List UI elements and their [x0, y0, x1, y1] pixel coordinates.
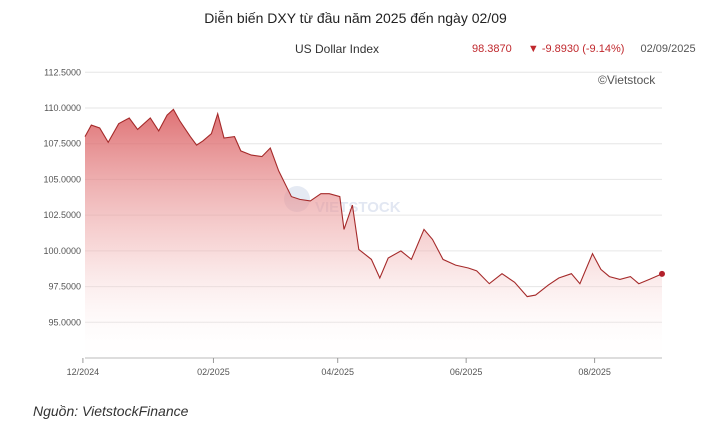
x-tick-label: 06/2025 [450, 367, 483, 377]
y-tick-label: 105.0000 [43, 174, 81, 184]
last-value: 98.3870 [472, 43, 512, 55]
y-tick-label: 110.0000 [44, 103, 81, 113]
x-tick-label: 12/2024 [67, 367, 100, 377]
y-tick-label: 97.5000 [48, 282, 81, 292]
quote-date: 02/09/2025 [640, 43, 696, 55]
x-tick-label: 02/2025 [197, 367, 230, 377]
y-tick-label: 100.0000 [43, 246, 81, 256]
y-axis: 95.0000 97.5000 100.0000 102.5000 105.0000 10… [43, 67, 81, 327]
chart-credit: ©Vietstock [598, 73, 656, 87]
area-fill [85, 109, 662, 359]
series-line [84, 108, 663, 298]
change-down-icon: ▼ [527, 43, 539, 55]
y-tick-label: 107.5000 [43, 139, 81, 149]
chart-subtitle: US Dollar Index [295, 42, 380, 56]
series-area [84, 108, 665, 359]
x-axis: 12/2024 02/2025 04/2025 06/2025 08/2025 [67, 357, 662, 377]
y-tick-label: 102.5000 [43, 210, 81, 220]
last-point-marker [659, 270, 665, 277]
change-value: -9.8930 (-9.14%) [541, 43, 625, 55]
quote-box: 98.3870 ▼ -9.8930 (-9.14%) 02/09/2025 [472, 43, 696, 55]
y-tick-label: 95.0000 [48, 317, 81, 327]
source-caption: Nguồn: VietstockFinance [33, 403, 189, 419]
y-tick-label: 112.5000 [44, 67, 81, 77]
chart-title: Diễn biến DXY từ đầu năm 2025 đến ngày 0… [204, 10, 507, 26]
x-tick-label: 04/2025 [321, 367, 354, 377]
x-tick-label: 08/2025 [578, 367, 611, 377]
